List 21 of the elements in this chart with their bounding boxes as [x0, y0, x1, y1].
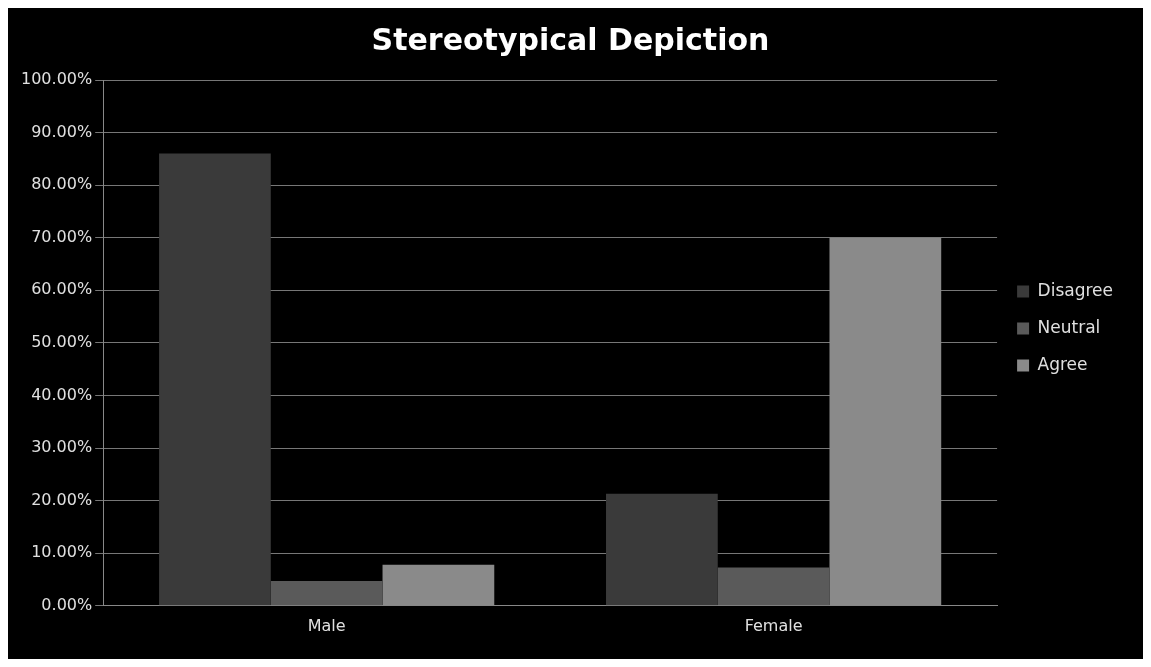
y-tick-label: 90.00% [31, 121, 93, 141]
y-tick-label: 10.00% [31, 542, 93, 562]
y-tick-label: 0.00% [41, 594, 93, 614]
y-tick-label: 50.00% [31, 332, 93, 352]
y-tick-label: 80.00% [31, 174, 93, 194]
y-tick-label: 70.00% [31, 226, 93, 246]
x-tick-label: Female [744, 615, 803, 635]
bar [270, 581, 383, 606]
y-tick-label: 100.00% [21, 69, 93, 89]
y-tick-label: 20.00% [31, 489, 93, 509]
legend-label: Neutral [1037, 316, 1101, 337]
y-tick-label: 60.00% [31, 279, 93, 299]
chart-title: Stereotypical Depiction [371, 21, 770, 57]
y-tick-label: 30.00% [31, 437, 93, 457]
y-tick-label: 40.00% [31, 384, 93, 404]
legend-label: Agree [1037, 353, 1088, 374]
bar [606, 493, 718, 606]
bar [717, 567, 830, 606]
legend-label: Disagree [1037, 279, 1114, 300]
bar [159, 153, 271, 606]
x-tick-label: Male [307, 615, 346, 635]
